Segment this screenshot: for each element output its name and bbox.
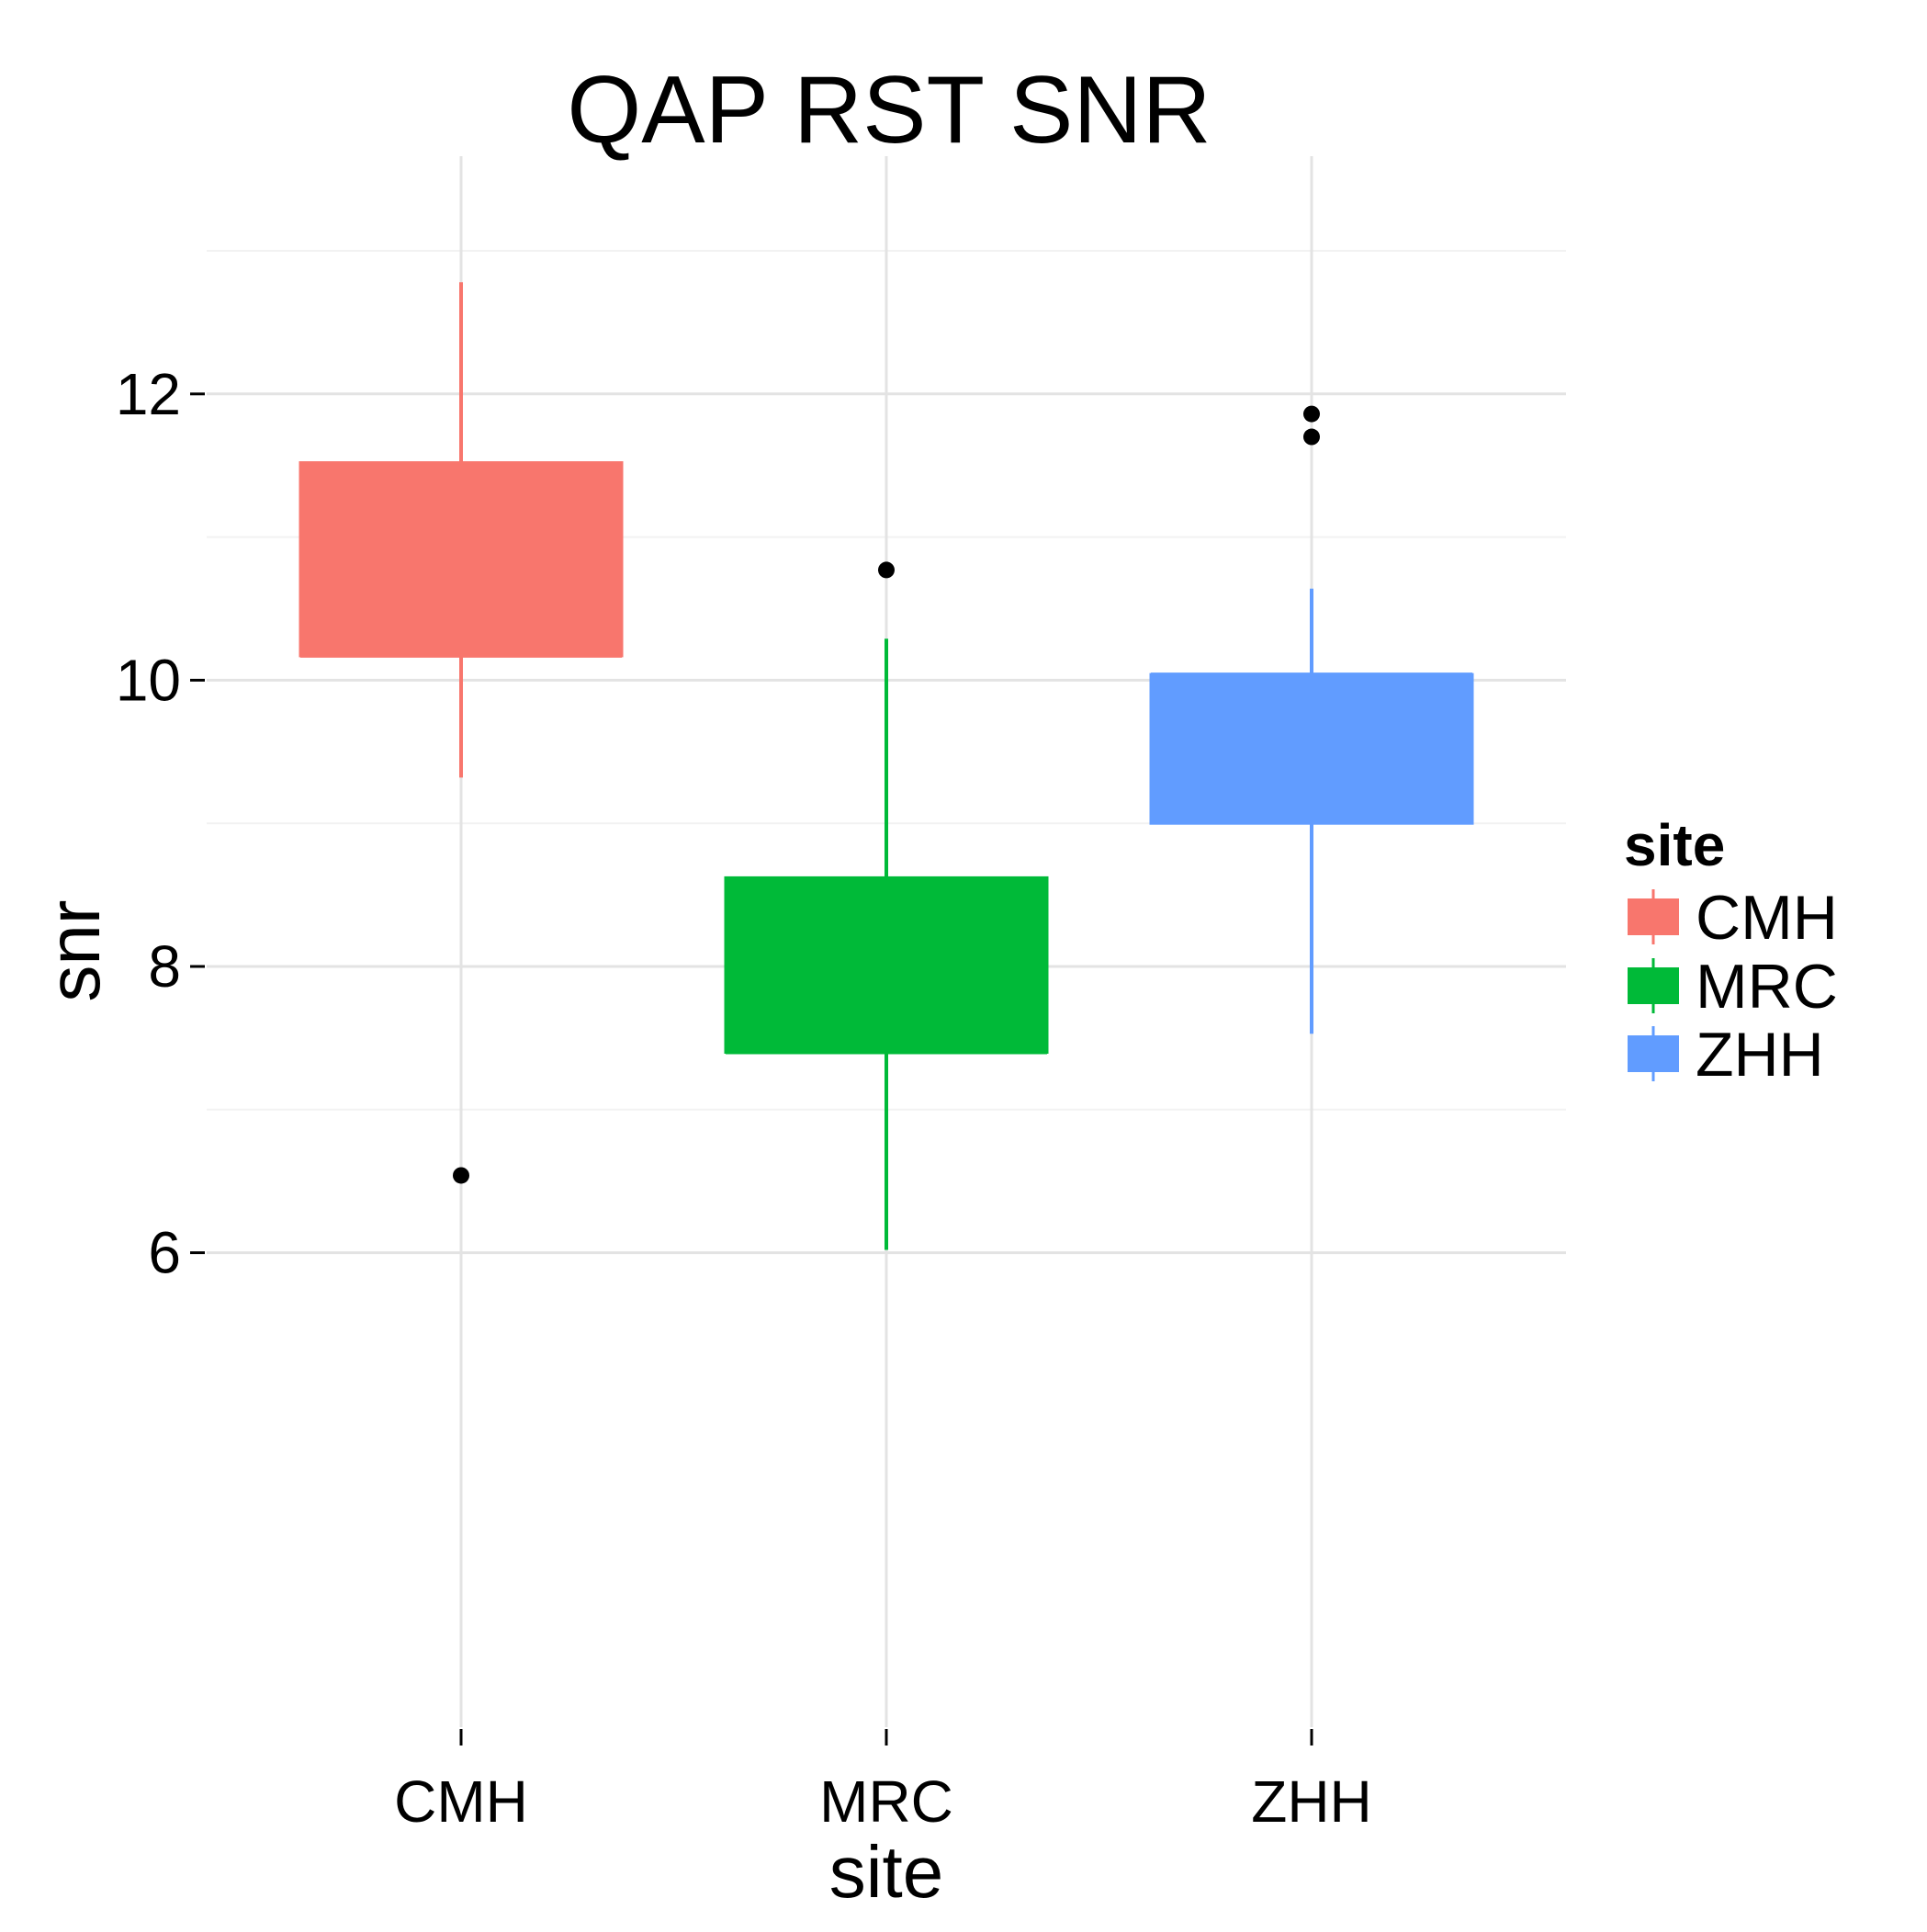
outlier-point	[1303, 428, 1320, 446]
y-tick-label: 10	[116, 647, 181, 713]
legend-label: CMH	[1696, 883, 1838, 953]
legend-label: MRC	[1696, 952, 1838, 1022]
legend-title: site	[1624, 812, 1725, 878]
box-zhh	[1149, 672, 1474, 825]
y-tick-label: 6	[148, 1220, 181, 1286]
outlier-point	[1303, 405, 1320, 423]
legend-key-zhh	[1628, 1035, 1679, 1072]
x-tick-label: ZHH	[1251, 1768, 1372, 1835]
x-axis-title: site	[829, 1831, 944, 1913]
boxes	[299, 282, 1474, 1250]
outlier-point	[453, 1167, 469, 1184]
legend-key-cmh	[1628, 898, 1679, 935]
box-cmh	[299, 461, 624, 658]
box-mrc	[724, 876, 1049, 1054]
outlier-point	[878, 561, 895, 579]
axes: 6 8 10 12 CMH MRC ZHH	[116, 361, 1372, 1835]
y-axis-title: snr	[33, 899, 115, 1001]
y-tick-label: 12	[116, 361, 181, 427]
legend-label: ZHH	[1696, 1020, 1824, 1090]
legend-key-mrc	[1628, 967, 1679, 1004]
y-tick-label: 8	[148, 933, 181, 1000]
x-tick-label: MRC	[819, 1768, 953, 1835]
chart-title: QAP RST SNR	[567, 57, 1211, 164]
x-tick-label: CMH	[394, 1768, 528, 1835]
